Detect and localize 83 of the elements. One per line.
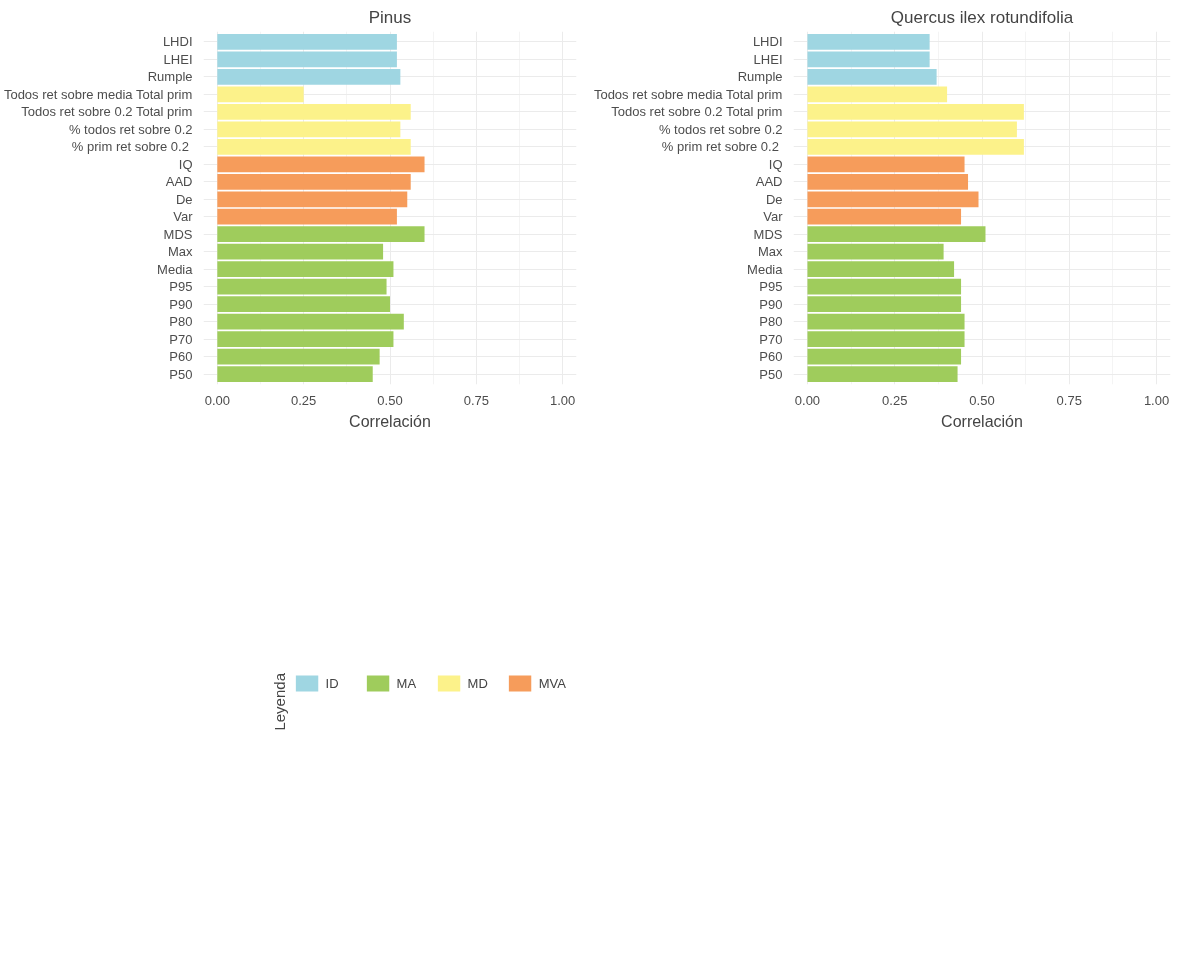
y-tick-label: Todos ret sobre media Total prim: [3, 86, 193, 102]
x-tick-label: 1.00: [550, 392, 576, 408]
y-tick-label: P70: [169, 331, 193, 347]
legend-label: MD: [467, 675, 488, 691]
bar: [807, 138, 1024, 155]
y-tick-label: Max: [167, 244, 193, 260]
x-tick-label: 0.25: [882, 392, 908, 408]
bar: [217, 69, 401, 85]
y-tick-label: Todos ret sobre 0.2 Total prim: [21, 104, 193, 120]
bar: [807, 69, 937, 85]
y-tick-label: % prim ret sobre 0.2: [661, 139, 779, 155]
bar: [807, 34, 930, 50]
y-tick-label: P90: [759, 296, 783, 312]
x-axis-title: Correlación: [941, 412, 1023, 430]
y-tick-label: Var: [763, 209, 784, 225]
bar: [217, 138, 411, 155]
bar: [807, 331, 965, 347]
y-tick-label: P50: [169, 366, 193, 382]
bar: [807, 86, 948, 103]
y-tick-label: P60: [759, 349, 783, 365]
y-tick-label: P70: [759, 331, 783, 347]
legend-title: Leyenda: [270, 673, 288, 731]
x-tick-label: 0.25: [291, 392, 317, 408]
y-tick-label: P60: [169, 349, 193, 365]
bar: [807, 51, 930, 68]
y-tick-label: MDS: [163, 226, 193, 242]
chart-title: Quercus ilex rotundifolia: [890, 7, 1074, 27]
bar: [807, 348, 962, 365]
legend-label: MA: [396, 675, 417, 691]
x-tick-label: 0.00: [794, 392, 821, 408]
bar: [217, 331, 394, 347]
y-tick-label: P90: [169, 296, 193, 312]
bar: [807, 156, 965, 173]
y-tick-label: P80: [169, 314, 193, 330]
x-tick-label: 0.75: [463, 392, 489, 408]
y-tick-label: % todos ret sobre 0.2: [68, 121, 193, 137]
x-tick-label: 0.00: [204, 392, 230, 408]
y-tick-label: P95: [759, 279, 783, 295]
bar: [807, 313, 965, 330]
y-tick-label: AAD: [165, 174, 193, 190]
x-axis-title: Correlación: [349, 412, 431, 430]
y-tick-label: LHEI: [753, 51, 783, 67]
y-tick-label: Media: [747, 261, 784, 277]
y-tick-label: % prim ret sobre 0.2: [71, 139, 189, 155]
legend-label: ID: [325, 675, 340, 691]
bar: [217, 51, 397, 68]
y-tick-label: LHDI: [162, 34, 193, 50]
bar: [217, 366, 373, 382]
y-tick-label: De: [175, 191, 193, 207]
y-tick-label: De: [765, 191, 783, 207]
y-tick-label: P95: [169, 279, 193, 295]
x-tick-label: 1.00: [1143, 392, 1170, 408]
bar: [217, 208, 397, 225]
y-tick-label: LHEI: [163, 51, 193, 67]
bar: [807, 208, 962, 225]
y-tick-label: AAD: [755, 174, 783, 190]
y-tick-label: Var: [173, 209, 194, 225]
legend-label: MVA: [538, 675, 566, 691]
bar: [807, 366, 958, 382]
y-tick-label: Todos ret sobre media Total prim: [593, 86, 783, 102]
bar: [217, 226, 425, 243]
y-tick-label: Rumple: [737, 69, 783, 85]
bar: [217, 313, 404, 330]
y-tick-label: Rumple: [147, 69, 193, 85]
x-tick-label: 0.50: [377, 392, 403, 408]
y-tick-label: Todos ret sobre 0.2 Total prim: [611, 104, 783, 120]
y-tick-label: IQ: [768, 156, 783, 172]
x-tick-label: 0.75: [1056, 392, 1082, 408]
x-tick-label: 0.50: [969, 392, 995, 408]
bar: [217, 34, 397, 50]
bar: [217, 156, 425, 173]
bar: [217, 348, 380, 365]
y-tick-label: P80: [759, 314, 783, 330]
y-tick-label: % todos ret sobre 0.2: [658, 121, 783, 137]
y-tick-label: LHDI: [752, 34, 783, 50]
bar: [217, 86, 304, 103]
y-tick-label: Media: [157, 261, 194, 277]
y-tick-label: P50: [759, 366, 783, 382]
y-tick-label: MDS: [753, 226, 783, 242]
chart-title: Pinus: [368, 7, 412, 27]
bar: [807, 226, 986, 243]
y-tick-label: Max: [757, 244, 783, 260]
y-tick-label: IQ: [178, 156, 193, 172]
